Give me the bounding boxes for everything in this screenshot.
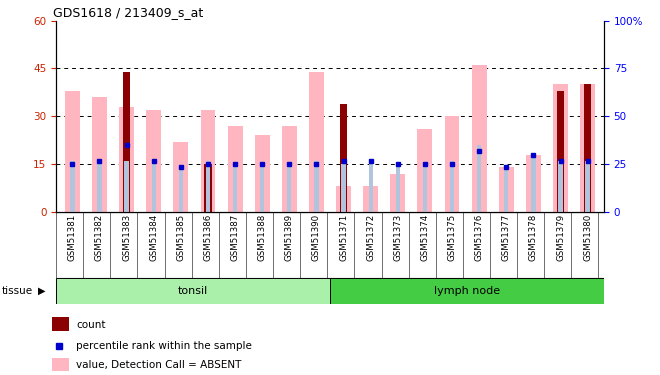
Text: GSM51379: GSM51379 — [556, 214, 565, 261]
Bar — [472, 65, 486, 212]
Bar — [52, 358, 69, 371]
Bar — [585, 161, 590, 212]
Bar — [201, 110, 215, 212]
Bar — [282, 126, 297, 212]
Bar — [204, 164, 212, 212]
Bar — [174, 142, 188, 212]
Text: value, Detection Call = ABSENT: value, Detection Call = ABSENT — [76, 360, 242, 370]
Bar — [368, 161, 373, 212]
Bar — [418, 129, 432, 212]
Text: GSM51388: GSM51388 — [257, 214, 267, 261]
Text: GSM51378: GSM51378 — [529, 214, 538, 261]
Bar — [553, 84, 568, 212]
Bar — [580, 84, 595, 212]
Bar — [341, 164, 346, 212]
Bar — [147, 110, 161, 212]
Text: GSM51383: GSM51383 — [122, 214, 131, 261]
Text: GSM51375: GSM51375 — [447, 214, 457, 261]
Bar — [70, 161, 75, 212]
Text: GSM51386: GSM51386 — [203, 214, 213, 261]
Text: GSM51374: GSM51374 — [420, 214, 430, 261]
Bar — [557, 91, 564, 212]
Text: count: count — [76, 320, 106, 330]
Bar — [314, 161, 319, 212]
Bar — [363, 186, 378, 212]
Text: GSM51381: GSM51381 — [68, 214, 77, 261]
Bar — [228, 126, 242, 212]
Text: GSM51371: GSM51371 — [339, 214, 348, 261]
Text: percentile rank within the sample: percentile rank within the sample — [76, 341, 252, 351]
Text: tissue: tissue — [1, 286, 32, 296]
Bar — [504, 167, 508, 212]
Bar — [395, 164, 400, 212]
Bar — [92, 97, 107, 212]
Bar — [152, 161, 156, 212]
Bar — [330, 278, 604, 304]
Text: GSM51377: GSM51377 — [502, 214, 511, 261]
Text: GSM51380: GSM51380 — [583, 214, 592, 261]
Bar — [340, 104, 347, 212]
Text: lymph node: lymph node — [434, 286, 500, 296]
Bar — [477, 145, 481, 212]
Text: GSM51387: GSM51387 — [230, 214, 240, 261]
Bar — [445, 116, 459, 212]
Bar — [65, 91, 80, 212]
Bar — [123, 72, 131, 212]
Bar — [233, 164, 237, 212]
Text: GDS1618 / 213409_s_at: GDS1618 / 213409_s_at — [53, 6, 204, 20]
Text: GSM51390: GSM51390 — [312, 214, 321, 261]
Text: GSM51382: GSM51382 — [95, 214, 104, 261]
Bar — [287, 164, 292, 212]
Text: GSM51384: GSM51384 — [149, 214, 158, 261]
Bar — [125, 161, 129, 212]
Text: GSM51372: GSM51372 — [366, 214, 375, 261]
Bar — [450, 161, 454, 212]
Text: tonsil: tonsil — [178, 286, 208, 296]
Bar — [260, 164, 265, 212]
Bar — [119, 106, 134, 212]
Bar — [584, 84, 591, 212]
Bar — [179, 170, 183, 212]
Text: GSM51389: GSM51389 — [285, 214, 294, 261]
Bar — [56, 278, 330, 304]
Bar — [390, 174, 405, 212]
Bar — [558, 161, 563, 212]
Bar — [526, 154, 541, 212]
Bar — [52, 317, 69, 331]
Bar — [336, 186, 351, 212]
Bar — [206, 161, 210, 212]
Text: GSM51376: GSM51376 — [475, 214, 484, 261]
Bar — [531, 154, 535, 212]
Bar — [255, 135, 270, 212]
Text: GSM51373: GSM51373 — [393, 214, 403, 261]
Text: ▶: ▶ — [38, 286, 46, 296]
Bar — [309, 72, 324, 212]
Bar — [499, 167, 513, 212]
Bar — [423, 164, 427, 212]
Bar — [97, 161, 102, 212]
Text: GSM51385: GSM51385 — [176, 214, 185, 261]
